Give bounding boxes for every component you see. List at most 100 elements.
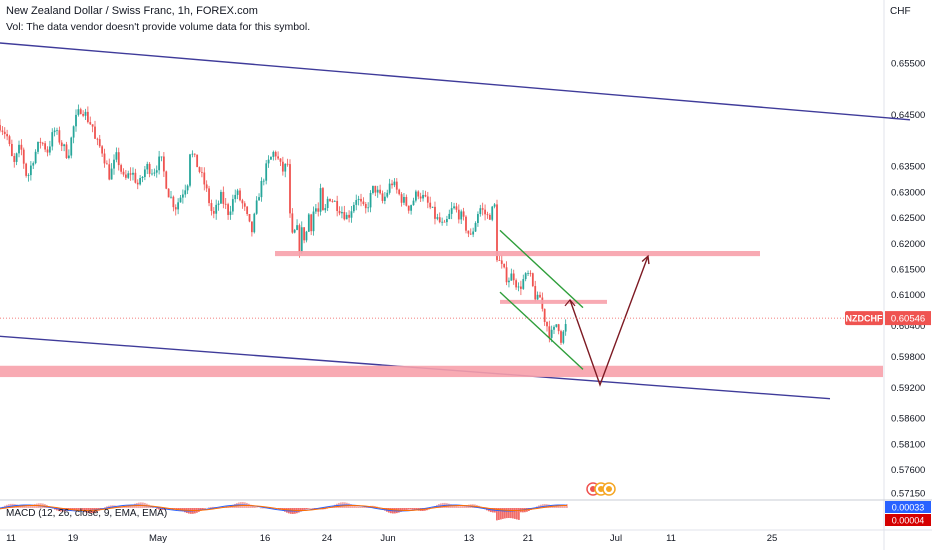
candle-body	[87, 112, 89, 122]
candle-body	[239, 191, 241, 201]
candle-body	[553, 327, 555, 330]
candle-body	[66, 144, 68, 158]
candle-body	[348, 215, 350, 218]
macd-bar	[362, 507, 364, 508]
candle-body	[299, 225, 301, 252]
macd-bar	[510, 508, 512, 518]
candle-body	[47, 149, 49, 152]
macd-bar	[408, 508, 410, 510]
candle-body	[227, 204, 229, 215]
x-tick-label: Jul	[610, 533, 622, 544]
candle-body	[139, 178, 141, 184]
candle-body	[6, 134, 8, 136]
candle-body	[99, 139, 101, 146]
channel-line	[500, 230, 583, 307]
macd-bar	[412, 508, 414, 510]
candle-body	[436, 217, 438, 219]
candle-body	[158, 157, 160, 171]
candle-body	[463, 211, 465, 216]
candle-body	[215, 205, 217, 214]
candle-body	[241, 200, 243, 203]
candle-body	[372, 186, 374, 193]
macd-bar	[460, 506, 462, 508]
candle-body	[336, 201, 338, 211]
candle-body	[234, 195, 236, 199]
candle-body	[451, 208, 453, 214]
candle-body	[313, 212, 315, 232]
candle-body	[203, 173, 205, 185]
candle-body	[425, 195, 427, 197]
candle-body	[16, 153, 18, 162]
candle-body	[96, 139, 98, 140]
macd-bar	[506, 508, 508, 518]
y-tick-label: 0.57600	[891, 465, 925, 476]
y-tick-label: 0.62500	[891, 213, 925, 224]
candle-body	[211, 203, 213, 211]
candle-body	[310, 214, 312, 231]
x-tick-label: 21	[523, 533, 534, 544]
candle-body	[149, 164, 151, 174]
candle-body	[503, 264, 505, 267]
macd-bar	[204, 508, 206, 509]
macd-legend[interactable]: MACD (12, 26, close, 9, EMA, EMA)	[6, 508, 167, 519]
candle-body	[415, 191, 417, 200]
candle-body	[23, 150, 25, 164]
candle-body	[396, 182, 398, 190]
candle-body	[1, 131, 3, 132]
macd-bar	[308, 508, 310, 509]
candle-body	[187, 186, 189, 191]
candle-body	[92, 124, 94, 126]
event-marker-icon[interactable]	[603, 483, 615, 495]
candle-body	[303, 227, 305, 240]
candle-body	[213, 211, 215, 214]
candles	[0, 105, 567, 345]
price-badge-label: 0.60546	[891, 314, 925, 325]
candle-body	[32, 163, 34, 165]
macd-bar	[210, 507, 212, 508]
chart-title: New Zealand Dollar / Swiss Franc, 1h, FO…	[6, 5, 258, 17]
macd-bar	[558, 506, 560, 508]
candle-body	[320, 188, 322, 212]
candle-body	[175, 207, 177, 209]
candle-body	[365, 204, 367, 208]
candle-body	[261, 181, 263, 197]
candle-body	[539, 295, 541, 298]
trend-line	[0, 43, 910, 120]
volume-note: Vol: The data vendor doesn't provide vol…	[6, 21, 310, 33]
candle-body	[144, 169, 146, 177]
candle-body	[130, 173, 132, 174]
macd-bar	[410, 508, 412, 510]
candle-body	[61, 143, 63, 147]
candle-body	[522, 279, 524, 289]
candle-body	[199, 167, 201, 172]
candle-body	[408, 206, 410, 211]
candle-body	[80, 109, 82, 114]
candle-body	[206, 184, 208, 188]
macd-bar	[254, 507, 256, 508]
macd-bar	[304, 508, 306, 510]
candle-body	[137, 183, 139, 185]
candle-body	[222, 192, 224, 204]
candle-body	[120, 165, 122, 172]
candle-body	[324, 208, 326, 210]
candle-body	[35, 152, 37, 163]
candle-body	[30, 166, 32, 176]
candle-body	[377, 190, 379, 193]
x-tick-label: 11	[6, 533, 16, 544]
candle-body	[230, 211, 232, 214]
macd-bar	[462, 506, 464, 508]
candle-body	[470, 234, 472, 235]
candle-body	[329, 199, 331, 201]
candle-body	[111, 169, 113, 180]
candle-body	[289, 164, 291, 213]
candle-body	[104, 154, 106, 164]
candle-body	[331, 201, 333, 202]
candle-body	[258, 197, 260, 200]
macd-bar	[360, 507, 362, 508]
candle-body	[444, 222, 446, 223]
candle-body	[417, 191, 419, 196]
candle-body	[525, 273, 527, 279]
candle-body	[384, 197, 386, 201]
